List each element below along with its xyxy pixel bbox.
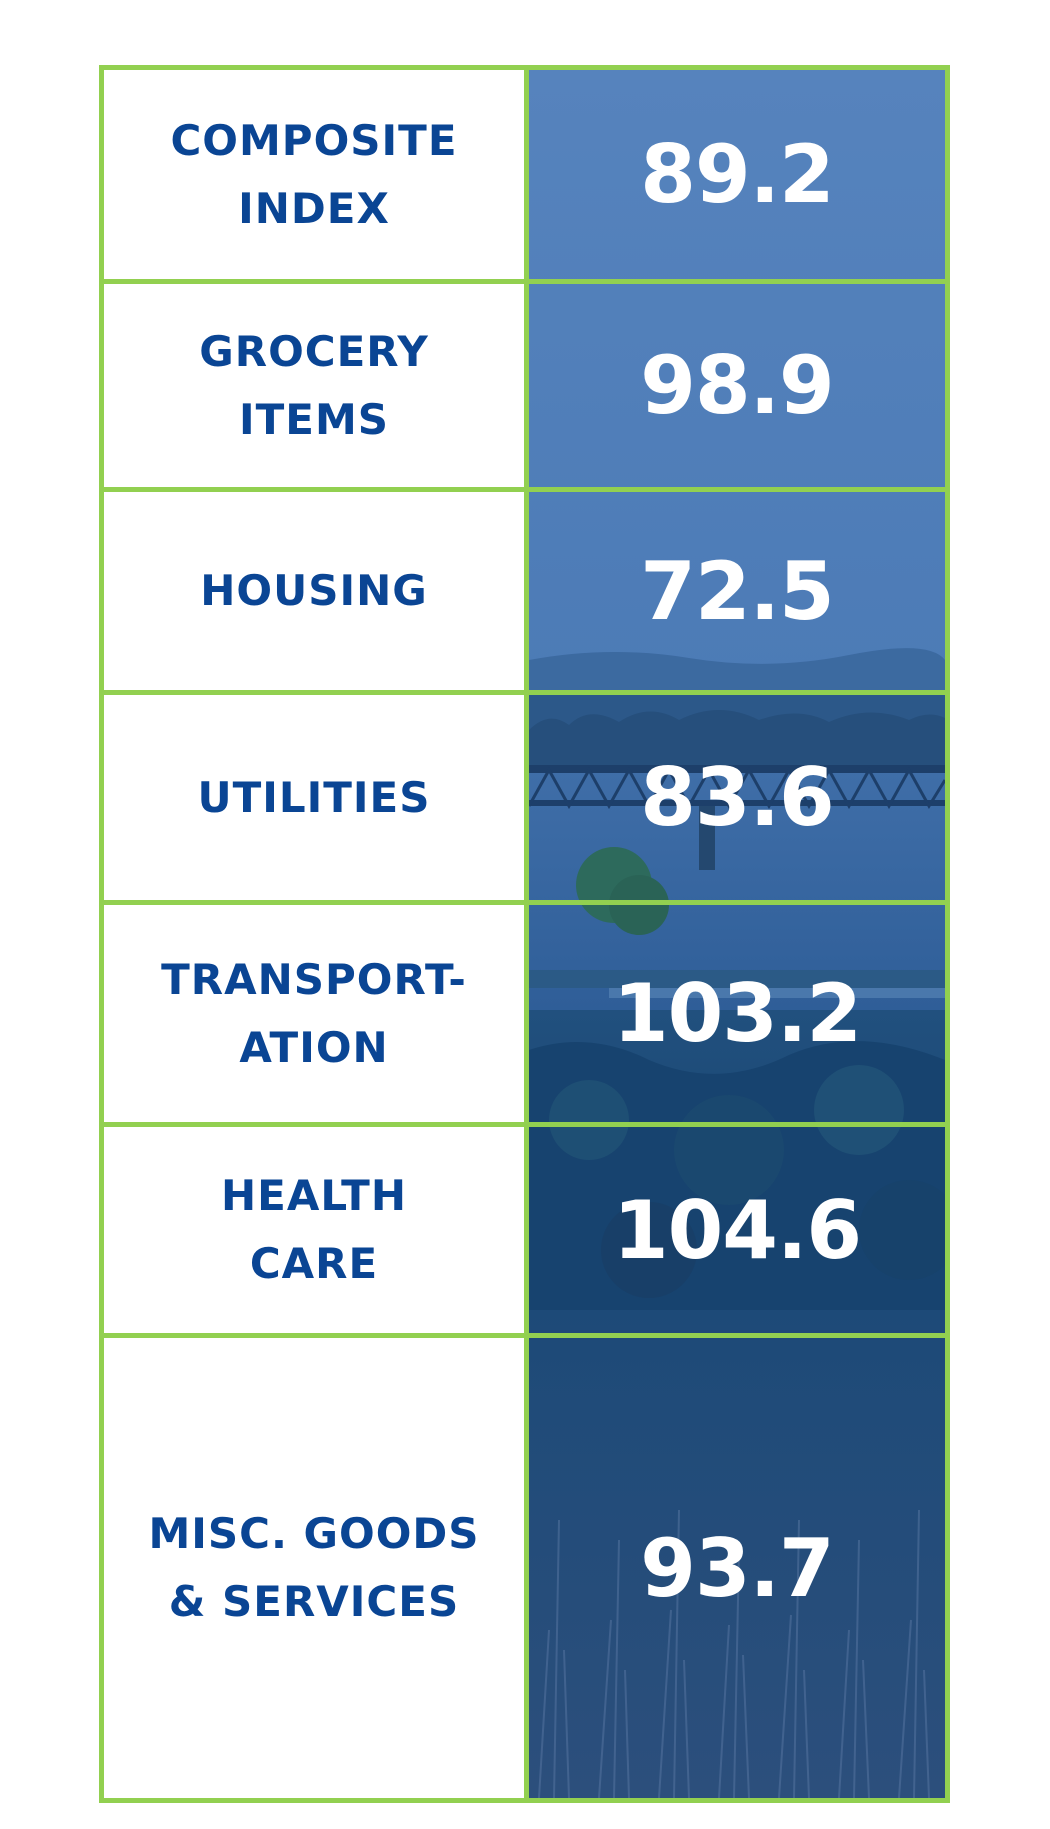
- category-label: Housing: [104, 492, 524, 690]
- category-label-line: Utilities: [197, 772, 431, 822]
- category-label-line: Grocery: [199, 326, 429, 376]
- category-label: Grocery Items: [104, 284, 524, 487]
- table-row: Grocery Items 98.9: [104, 284, 945, 487]
- table-rows: Composite Index 89.2 Grocery Items 98.9 Housin…: [104, 70, 945, 1798]
- index-value: 72.5: [640, 544, 834, 638]
- category-label: Transport-ation: [104, 905, 524, 1122]
- table-row: Composite Index 89.2: [104, 70, 945, 279]
- index-value: 89.2: [640, 128, 834, 221]
- column-divider: [524, 70, 529, 279]
- category-label-line: Composite: [170, 115, 458, 165]
- category-label-line: Health: [221, 1171, 407, 1220]
- landscape-photo-background: [529, 70, 945, 1798]
- column-divider: [524, 1127, 529, 1333]
- category-label: Utilities: [104, 695, 524, 900]
- row-divider: [104, 900, 945, 905]
- row-divider: [104, 690, 945, 695]
- column-divider: [524, 284, 529, 487]
- category-label-line: Housing: [200, 566, 428, 615]
- index-value: 103.2: [612, 967, 862, 1060]
- category-label-line: ation: [239, 1022, 389, 1072]
- column-divider: [524, 695, 529, 900]
- category-label: Health Care: [104, 1127, 524, 1333]
- category-label: Composite Index: [104, 70, 524, 279]
- row-divider: [104, 487, 945, 492]
- cost-of-living-table: Composite Index 89.2 Grocery Items 98.9 Housin…: [99, 65, 950, 1803]
- category-label: Misc. Goods & Services: [104, 1338, 524, 1798]
- row-divider: [104, 1122, 945, 1127]
- row-divider: [104, 279, 945, 284]
- row-divider: [104, 1333, 945, 1338]
- table-row: Health Care 104.6: [104, 1127, 945, 1333]
- table-row: Misc. Goods & Services 93.7: [104, 1338, 945, 1798]
- category-label-line: & Services: [168, 1577, 460, 1626]
- table-row: Housing 72.5: [104, 492, 945, 690]
- category-label-line: Care: [249, 1239, 379, 1288]
- table-row: Transport-ation 103.2: [104, 905, 945, 1122]
- index-value: 104.6: [612, 1183, 862, 1277]
- category-label-line: Items: [238, 394, 389, 444]
- index-value: 93.7: [640, 1521, 834, 1615]
- column-divider: [524, 905, 529, 1122]
- index-value: 98.9: [640, 339, 834, 432]
- category-label-line: Index: [238, 183, 390, 233]
- column-divider: [524, 492, 529, 690]
- category-label-line: Misc. Goods: [148, 1509, 480, 1558]
- index-value: 83.6: [640, 751, 834, 844]
- column-divider: [524, 1338, 529, 1798]
- table-row: Utilities 83.6: [104, 695, 945, 900]
- category-label-line: Transport-: [161, 954, 467, 1004]
